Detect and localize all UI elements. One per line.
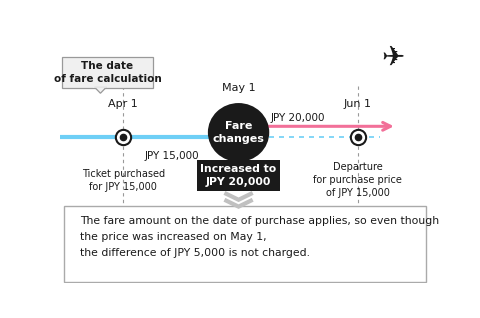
Text: Jun 1: Jun 1 [344, 99, 372, 109]
Text: Increased to
JPY 20,000: Increased to JPY 20,000 [201, 164, 276, 187]
Text: Fare
changes: Fare changes [213, 121, 264, 144]
Text: JPY 20,000: JPY 20,000 [271, 113, 325, 123]
Polygon shape [95, 87, 107, 93]
Text: Ticket purchased
for JPY 15,000: Ticket purchased for JPY 15,000 [82, 169, 165, 192]
FancyBboxPatch shape [62, 57, 153, 88]
Text: ✈: ✈ [381, 44, 405, 72]
Text: The date
of fare calculation: The date of fare calculation [54, 61, 161, 84]
Text: JPY 15,000: JPY 15,000 [144, 151, 199, 161]
Text: The fare amount on the date of purchase applies, so even though
the price was in: The fare amount on the date of purchase … [81, 216, 440, 258]
Text: May 1: May 1 [222, 83, 255, 93]
FancyBboxPatch shape [64, 206, 426, 282]
Text: Departure
for purchase price
of JPY 15,000: Departure for purchase price of JPY 15,0… [313, 162, 402, 198]
Ellipse shape [208, 103, 269, 162]
Text: Apr 1: Apr 1 [108, 99, 138, 109]
